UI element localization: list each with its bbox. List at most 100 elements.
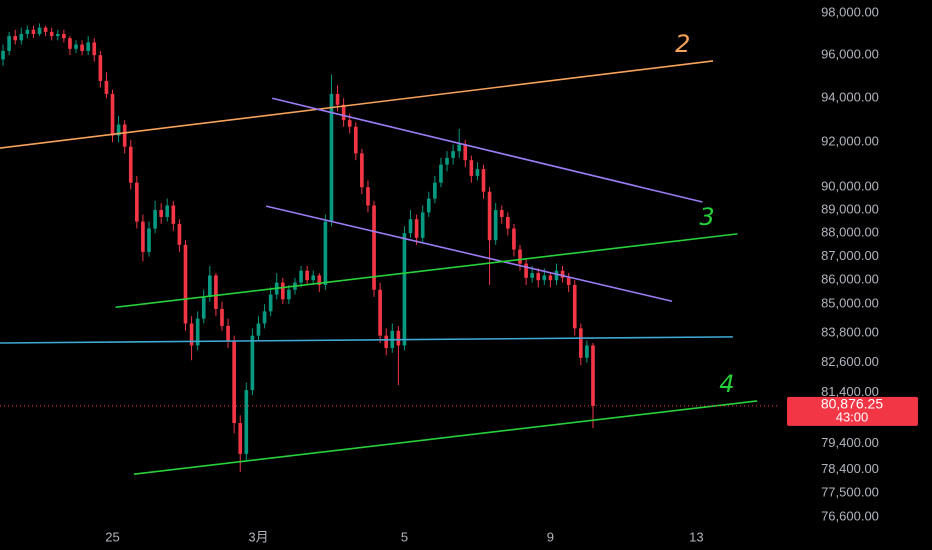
candle-body — [341, 104, 346, 121]
trend-line — [271, 97, 703, 203]
y-tick-label: 96,000.00 — [821, 47, 879, 62]
x-tick-label: 5 — [401, 529, 408, 544]
y-tick-label: 90,000.00 — [821, 179, 879, 194]
y-tick-label: 81,400.00 — [821, 384, 879, 399]
candle-body — [250, 335, 255, 391]
candle-body — [147, 228, 151, 252]
candle-body — [214, 275, 218, 309]
candle-body — [433, 182, 437, 199]
candle-body — [19, 33, 24, 41]
candle-body — [445, 157, 449, 165]
candle-body — [262, 311, 267, 324]
y-tick-label: 82,600.00 — [821, 354, 879, 369]
candle-body — [408, 219, 413, 234]
candle-body — [189, 323, 194, 346]
candle-body — [469, 160, 474, 176]
candle-body — [366, 187, 370, 206]
candle-body — [55, 33, 60, 37]
candle-body — [518, 249, 522, 264]
candle-body — [31, 29, 36, 34]
candle-body — [311, 275, 316, 281]
trend-label: 3 — [699, 203, 714, 231]
candle-body — [457, 144, 462, 152]
trend-line — [0, 336, 733, 344]
candle-body — [232, 340, 236, 424]
trend-line — [133, 400, 758, 475]
y-tick-label: 98,000.00 — [821, 4, 879, 19]
candle-body — [287, 289, 291, 300]
candle-body — [524, 263, 528, 278]
candle-body — [378, 289, 382, 336]
candle-body — [396, 330, 401, 346]
y-tick-label: 92,000.00 — [821, 134, 879, 149]
y-tick-label: 85,000.00 — [821, 296, 879, 311]
candle-body — [548, 275, 553, 281]
candle-body — [493, 210, 498, 241]
candle-body — [92, 42, 97, 56]
candle-body — [68, 38, 72, 49]
candle-body — [110, 93, 115, 136]
y-tick-label: 77,500.00 — [821, 485, 879, 500]
candle-body — [305, 270, 309, 281]
y-tick-label: 83,800.00 — [821, 325, 879, 340]
candle-body — [177, 223, 182, 245]
y-tick-label: 88,000.00 — [821, 225, 879, 240]
y-tick-label: 94,000.00 — [821, 90, 879, 105]
candle-body — [335, 93, 340, 105]
candle-body — [244, 390, 249, 454]
y-tick-label: 86,000.00 — [821, 272, 879, 287]
candle-body — [80, 44, 84, 51]
candle-body — [13, 36, 18, 41]
candle-body — [353, 126, 358, 154]
candle-body — [512, 228, 516, 250]
candle-body — [506, 216, 510, 229]
candle-body — [171, 205, 176, 224]
candle-body — [299, 270, 303, 283]
candle-body — [463, 144, 468, 161]
candle-body — [414, 219, 419, 238]
y-tick-label: 76,600.00 — [821, 508, 879, 523]
candle-body — [560, 270, 565, 278]
y-tick-label: 79,400.00 — [821, 435, 879, 450]
candle-body — [280, 282, 285, 300]
candle-body — [25, 29, 30, 34]
candle-body — [208, 275, 212, 297]
candle-body — [238, 423, 243, 454]
y-tick-label: 78,400.00 — [821, 461, 879, 476]
candle-body — [542, 275, 547, 281]
candle-body — [165, 205, 170, 217]
candle-body — [591, 345, 595, 406]
x-tick-label: 3月 — [248, 529, 268, 544]
candle-body — [141, 221, 145, 252]
candle-body — [1, 50, 5, 60]
candle-body — [536, 273, 541, 281]
price-tag-countdown: 43:00 — [836, 409, 869, 424]
y-tick-label: 89,000.00 — [821, 201, 879, 216]
candle-body — [128, 146, 133, 183]
x-tick-label: 25 — [105, 529, 119, 544]
candle-body — [226, 325, 230, 341]
candle-body — [426, 198, 431, 213]
x-tick-label: 9 — [547, 529, 554, 544]
candle-body — [499, 210, 504, 217]
y-tick-label: 87,000.00 — [821, 248, 879, 263]
trend-line — [265, 205, 673, 303]
candle-body — [360, 153, 364, 188]
candle-body — [116, 124, 121, 136]
candle-body — [98, 55, 103, 81]
candle-body — [104, 80, 109, 94]
price-tag-value: 80,876.25 — [821, 396, 883, 412]
candle-body — [451, 151, 455, 158]
trend-label: 4 — [719, 370, 734, 398]
candle-body — [122, 124, 127, 147]
candle-body — [86, 42, 91, 51]
candle-body — [347, 120, 352, 127]
candle-body — [572, 284, 577, 329]
candle-body — [195, 318, 200, 346]
candle-body — [220, 308, 224, 326]
candle-body — [420, 212, 425, 238]
x-tick-label: 13 — [689, 529, 703, 544]
